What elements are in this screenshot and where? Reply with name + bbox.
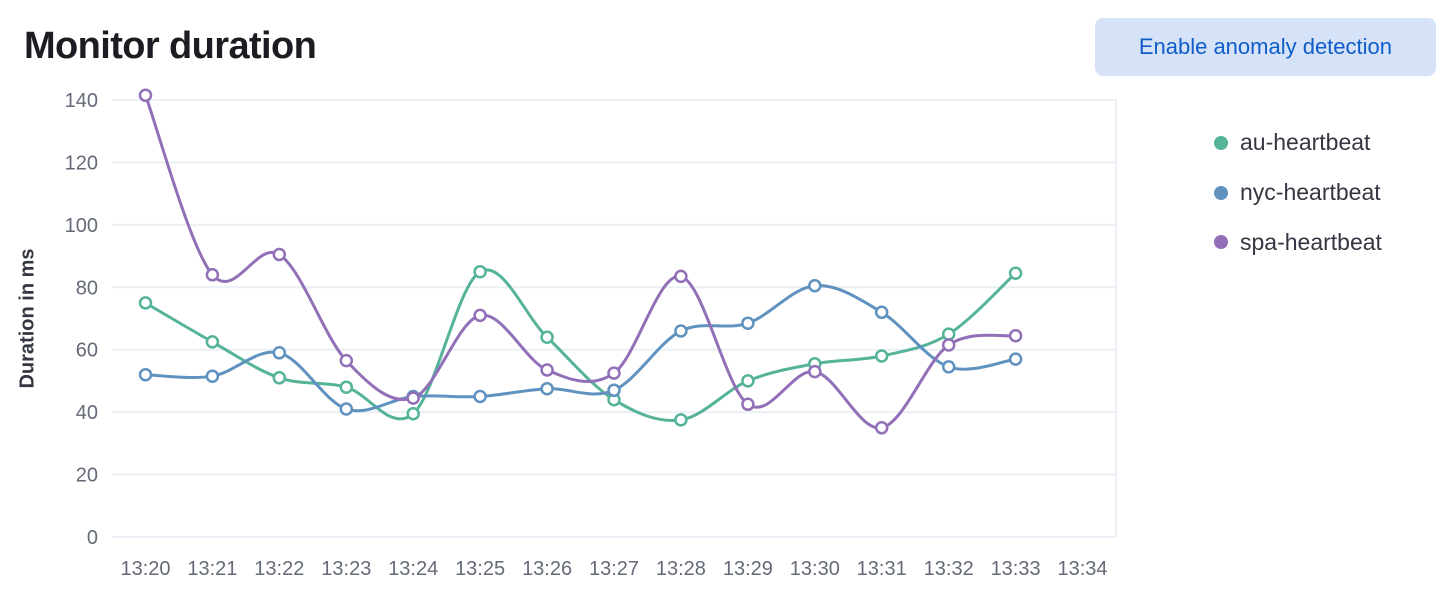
data-point-spa-heartbeat[interactable] bbox=[540, 363, 554, 378]
y-tick-label: 80 bbox=[76, 278, 98, 300]
y-axis-title-text: Duration in ms bbox=[16, 248, 39, 389]
x-tick-label: 13:26 bbox=[522, 558, 572, 580]
data-point-nyc-heartbeat[interactable] bbox=[138, 368, 153, 382]
data-point-spa-heartbeat[interactable] bbox=[272, 248, 287, 262]
data-point-au-heartbeat[interactable] bbox=[874, 349, 889, 364]
monitor-duration-panel: Monitor duration Enable anomaly detectio… bbox=[0, 0, 1452, 589]
x-tick-label: 13:21 bbox=[187, 558, 237, 580]
legend-item-spa-heartbeat[interactable]: spa-heartbeat bbox=[1214, 229, 1440, 257]
data-point-spa-heartbeat[interactable] bbox=[808, 365, 822, 379]
data-point-nyc-heartbeat[interactable] bbox=[874, 305, 889, 320]
y-tick-label: 60 bbox=[76, 340, 98, 362]
y-tick-label: 0 bbox=[87, 527, 98, 549]
x-tick-label: 13:33 bbox=[991, 558, 1041, 580]
data-point-spa-heartbeat[interactable] bbox=[1008, 329, 1023, 343]
data-point-spa-heartbeat[interactable] bbox=[874, 421, 889, 435]
data-point-nyc-heartbeat[interactable] bbox=[674, 324, 688, 339]
legend-item-nyc-heartbeat[interactable]: nyc-heartbeat bbox=[1214, 179, 1440, 207]
data-point-au-heartbeat[interactable] bbox=[540, 330, 554, 345]
data-point-au-heartbeat[interactable] bbox=[1008, 266, 1023, 281]
data-point-nyc-heartbeat[interactable] bbox=[339, 402, 354, 417]
data-point-nyc-heartbeat[interactable] bbox=[941, 360, 956, 375]
chart-legend: au-heartbeat nyc-heartbeat spa-heartbeat bbox=[1140, 84, 1440, 256]
data-point-au-heartbeat[interactable] bbox=[272, 371, 287, 385]
legend-label: spa-heartbeat bbox=[1240, 228, 1382, 255]
x-tick-label: 13:31 bbox=[857, 558, 907, 580]
y-tick-label: 20 bbox=[76, 465, 98, 487]
data-point-au-heartbeat[interactable] bbox=[741, 374, 755, 389]
x-tick-label: 13:27 bbox=[589, 558, 639, 580]
panel-header: Monitor duration Enable anomaly detectio… bbox=[0, 0, 1452, 77]
enable-anomaly-detection-button[interactable]: Enable anomaly detection bbox=[1094, 18, 1436, 77]
legend-label: au-heartbeat bbox=[1240, 129, 1371, 156]
legend-dot bbox=[1214, 136, 1228, 151]
legend-label: nyc-heartbeat bbox=[1240, 178, 1381, 205]
x-tick-label: 13:28 bbox=[656, 558, 706, 580]
legend-dot bbox=[1214, 185, 1228, 200]
data-point-spa-heartbeat[interactable] bbox=[473, 309, 487, 323]
x-tick-label: 13:22 bbox=[254, 558, 304, 580]
y-tick-label: 120 bbox=[65, 153, 98, 175]
data-point-au-heartbeat[interactable] bbox=[339, 380, 354, 395]
legend-item-au-heartbeat[interactable]: au-heartbeat bbox=[1214, 129, 1440, 157]
y-tick-label: 140 bbox=[65, 90, 98, 112]
y-axis-title: Duration in ms bbox=[6, 84, 50, 589]
data-point-nyc-heartbeat[interactable] bbox=[741, 316, 755, 331]
x-tick-label: 13:34 bbox=[1057, 558, 1107, 580]
x-tick-label: 13:25 bbox=[455, 558, 505, 580]
data-point-spa-heartbeat[interactable] bbox=[205, 268, 220, 282]
data-point-spa-heartbeat[interactable] bbox=[138, 88, 153, 103]
data-point-nyc-heartbeat[interactable] bbox=[205, 369, 220, 384]
x-tick-label: 13:30 bbox=[790, 558, 840, 580]
data-point-nyc-heartbeat[interactable] bbox=[808, 279, 822, 293]
x-tick-label: 13:29 bbox=[723, 558, 773, 580]
data-point-au-heartbeat[interactable] bbox=[406, 407, 420, 421]
data-point-au-heartbeat[interactable] bbox=[138, 296, 153, 311]
data-point-nyc-heartbeat[interactable] bbox=[540, 382, 554, 396]
chart-svg[interactable]: 0 20 40 60 80 100 120 140 13:20 13:21 13:22 13:23 13… bbox=[50, 84, 1140, 589]
x-tick-label: 13:23 bbox=[321, 558, 371, 580]
chart-area: Duration in ms 0 20 40 60 80 100 120 140 13:20 13… bbox=[0, 84, 1452, 589]
x-tick-label: 13:32 bbox=[924, 558, 974, 580]
y-tick-label: 100 bbox=[65, 215, 98, 237]
legend-dot bbox=[1214, 235, 1228, 250]
data-point-nyc-heartbeat[interactable] bbox=[272, 346, 287, 360]
data-point-spa-heartbeat[interactable] bbox=[339, 354, 354, 368]
data-point-spa-heartbeat[interactable] bbox=[941, 338, 956, 353]
data-point-au-heartbeat[interactable] bbox=[674, 413, 688, 428]
data-point-au-heartbeat[interactable] bbox=[941, 327, 956, 342]
series-line-au-heartbeat bbox=[144, 268, 1018, 423]
data-point-spa-heartbeat[interactable] bbox=[674, 270, 688, 284]
x-tick-label: 13:20 bbox=[120, 558, 170, 580]
data-point-spa-heartbeat[interactable] bbox=[607, 366, 621, 381]
data-point-nyc-heartbeat[interactable] bbox=[473, 390, 487, 404]
data-point-spa-heartbeat[interactable] bbox=[741, 397, 755, 412]
data-point-au-heartbeat[interactable] bbox=[205, 335, 220, 350]
page-title: Monitor duration bbox=[24, 25, 317, 68]
data-point-spa-heartbeat[interactable] bbox=[406, 391, 420, 406]
data-point-au-heartbeat[interactable] bbox=[473, 265, 487, 279]
y-tick-label: 40 bbox=[76, 402, 98, 424]
x-tick-label: 13:24 bbox=[388, 558, 438, 580]
data-point-nyc-heartbeat[interactable] bbox=[1008, 352, 1023, 367]
data-point-nyc-heartbeat[interactable] bbox=[607, 383, 621, 398]
